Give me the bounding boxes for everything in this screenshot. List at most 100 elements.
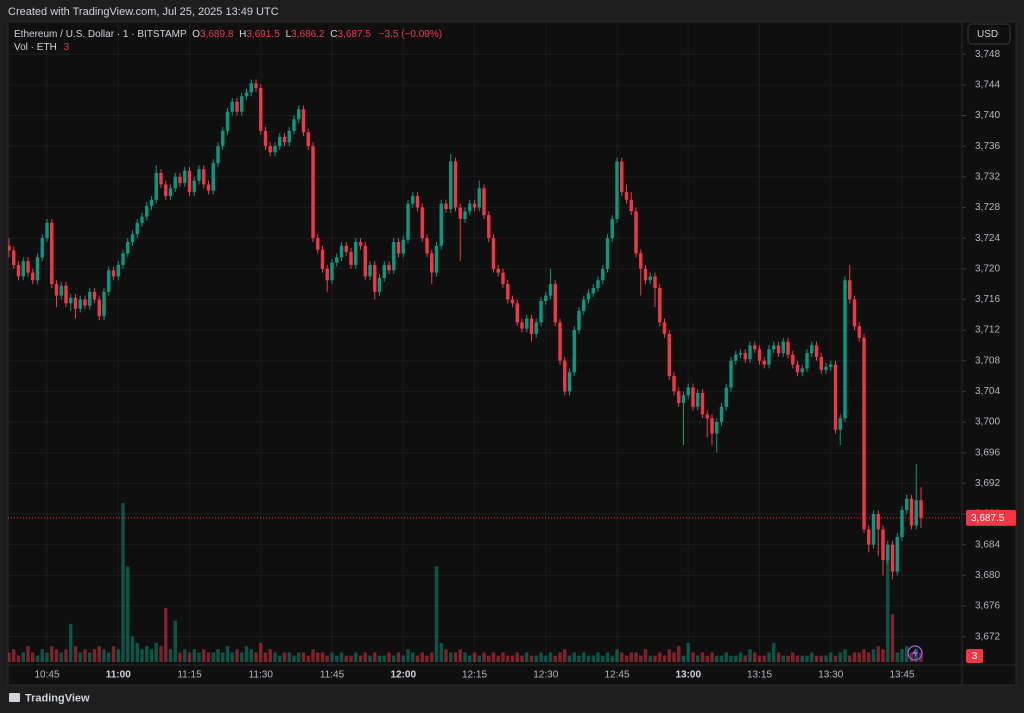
- candle-body: [705, 414, 709, 419]
- candle-body: [781, 341, 785, 354]
- candle-body: [439, 203, 443, 246]
- candle-body: [634, 211, 638, 254]
- candle-body: [263, 130, 268, 147]
- volume-bar: [672, 652, 676, 662]
- volume-bar: [567, 655, 572, 662]
- volume-bar: [178, 652, 182, 662]
- candle-body: [586, 293, 591, 300]
- candle-body: [411, 195, 415, 204]
- candle-body: [800, 368, 804, 373]
- candle-body: [45, 222, 49, 239]
- volume-bar: [738, 652, 743, 662]
- volume-bar: [577, 655, 581, 662]
- candle-body: [691, 387, 695, 407]
- candle-body: [767, 349, 771, 365]
- candle-body: [320, 249, 325, 269]
- volume-bar: [249, 649, 253, 662]
- candle-body: [16, 264, 21, 277]
- candle-body: [230, 101, 234, 112]
- volume-bar: [615, 649, 619, 662]
- currency-button[interactable]: [967, 23, 1011, 45]
- candle-body: [88, 291, 92, 306]
- candle-body: [453, 161, 458, 208]
- volume-bar: [197, 652, 201, 662]
- candle-body: [368, 264, 372, 277]
- last-price-label: 3,687.5: [971, 513, 1005, 524]
- candle-body: [130, 234, 135, 242]
- volume-bar: [810, 652, 814, 662]
- candle-body: [26, 261, 30, 273]
- volume-bar: [681, 655, 686, 662]
- currency[interactable]: USD: [977, 29, 998, 40]
- candle-body: [64, 285, 68, 304]
- volume-bar: [762, 655, 766, 662]
- candle-body: [221, 130, 225, 147]
- volume-bar: [734, 655, 738, 662]
- candle-body: [59, 285, 63, 296]
- candle-body: [259, 87, 263, 131]
- volume-bar: [534, 655, 538, 662]
- change: −3.5 (−0.09%): [379, 29, 442, 40]
- volume-bar: [596, 652, 600, 662]
- candle-body: [838, 418, 842, 430]
- candle-body: [700, 392, 705, 415]
- volume-bar: [472, 652, 477, 662]
- volume-bar: [140, 649, 144, 662]
- y-tick-label: 3,712: [975, 325, 1000, 336]
- volume-bar: [800, 655, 804, 662]
- x-tick-label: 13:00: [675, 670, 701, 681]
- candle-body: [434, 245, 439, 273]
- volume-bar: [838, 652, 842, 662]
- candle-body: [496, 268, 500, 273]
- candle-body: [183, 170, 187, 183]
- candle-body: [377, 277, 382, 292]
- candle-body: [919, 500, 923, 518]
- volume-bar: [235, 649, 239, 662]
- y-tick-label: 3,716: [975, 294, 1000, 305]
- volume-bar: [35, 655, 40, 662]
- volume-bar: [852, 652, 857, 662]
- y-tick-label: 3,732: [975, 171, 1000, 182]
- volume-bar: [225, 646, 230, 662]
- candle-body: [211, 163, 215, 191]
- event-icon[interactable]: [907, 645, 923, 661]
- candle-body: [282, 136, 287, 143]
- volume-bar: [244, 646, 249, 662]
- volume-bar: [230, 652, 234, 662]
- volume-bar: [31, 652, 35, 662]
- candle-body: [487, 215, 491, 239]
- volume-bar: [306, 655, 310, 662]
- candle-body: [273, 146, 277, 153]
- volume-bar: [510, 655, 515, 662]
- volume-name: Vol · ETH: [14, 42, 57, 53]
- candle-body: [776, 345, 781, 354]
- volume-bar: [377, 655, 382, 662]
- candle-body: [596, 280, 600, 288]
- volume-bar: [45, 652, 49, 662]
- volume-bar: [354, 652, 358, 662]
- y-tick-label: 3,684: [975, 539, 1000, 550]
- x-tick-label: 12:30: [533, 670, 558, 681]
- candle-body: [168, 188, 173, 196]
- candle-body: [738, 353, 743, 355]
- candle-body: [753, 345, 757, 350]
- volume-bar: [316, 652, 320, 662]
- candle-body: [458, 207, 462, 219]
- candle-body: [501, 272, 505, 285]
- candle-body: [819, 356, 823, 370]
- candle-body: [349, 251, 353, 265]
- candle-body: [339, 245, 344, 258]
- volume-bar: [862, 649, 866, 662]
- y-tick-label: 3,736: [975, 141, 1000, 152]
- candle-body: [553, 284, 557, 323]
- volume-bar: [719, 655, 724, 662]
- volume-bar: [149, 649, 154, 662]
- candle-body: [572, 330, 576, 373]
- candle-body: [50, 222, 54, 285]
- volume-bar: [406, 649, 410, 662]
- volume-bar: [425, 655, 429, 662]
- volume-bar: [814, 655, 819, 662]
- volume-bar: [145, 646, 149, 662]
- candle-body: [563, 360, 567, 392]
- volume-bar: [211, 652, 215, 662]
